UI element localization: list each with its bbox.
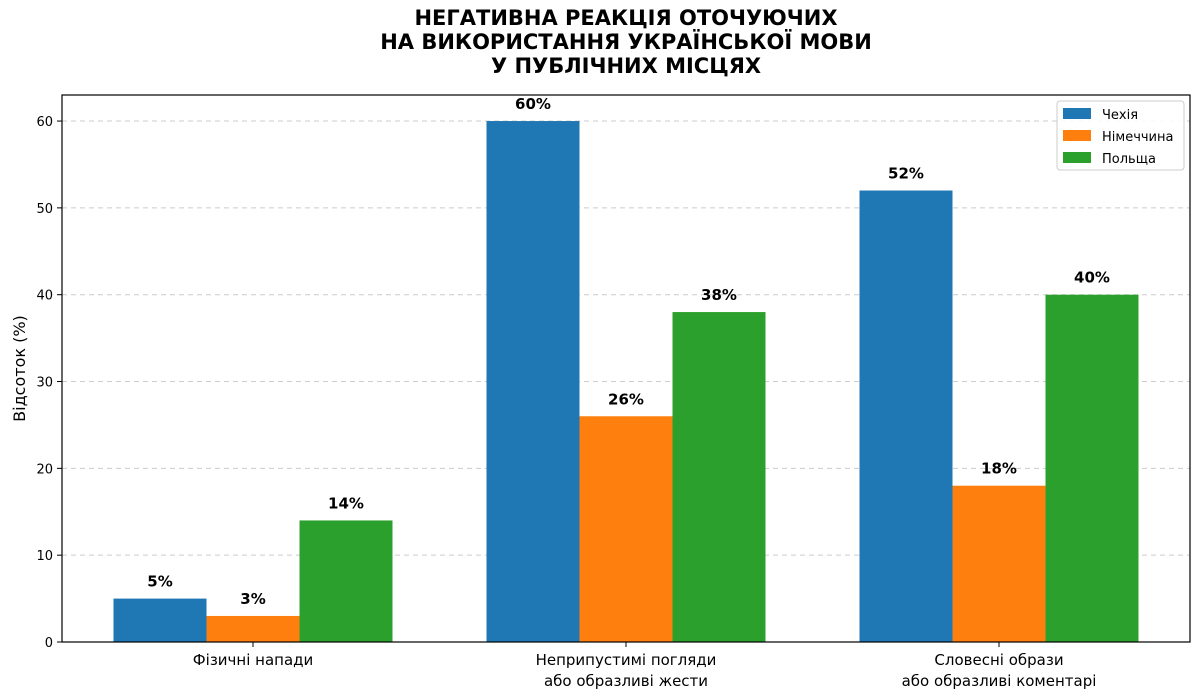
data-label: 52% bbox=[888, 165, 924, 183]
legend-swatch bbox=[1063, 130, 1091, 141]
y-tick-label: 0 bbox=[45, 636, 53, 651]
chart-title-line: НЕГАТИВНА РЕАКЦІЯ ОТОЧУЮЧИХ bbox=[414, 6, 838, 30]
y-tick-label: 60 bbox=[36, 115, 53, 130]
data-label: 5% bbox=[147, 573, 172, 591]
legend-label: Польща bbox=[1102, 152, 1156, 167]
category-label: Словесні образи bbox=[934, 651, 1063, 669]
y-tick-label: 50 bbox=[36, 202, 53, 217]
plot-frame bbox=[61, 94, 1191, 643]
category-label: або образливі жести bbox=[544, 672, 708, 690]
data-label: 3% bbox=[240, 590, 265, 608]
bar bbox=[486, 121, 580, 643]
y-axis-label: Відсоток (%) bbox=[10, 315, 29, 422]
bar bbox=[1045, 294, 1139, 642]
chart-title-line: НА ВИКОРИСТАННЯ УКРАЇНСЬКОЇ МОВИ bbox=[380, 30, 872, 54]
bar bbox=[113, 598, 207, 642]
data-label: 40% bbox=[1074, 269, 1110, 287]
category-label: Неприпустимі погляди bbox=[536, 651, 717, 669]
data-label: 38% bbox=[701, 286, 737, 304]
data-label: 14% bbox=[328, 494, 364, 512]
legend-label: Німеччина bbox=[1102, 130, 1173, 145]
legend-swatch bbox=[1063, 108, 1091, 119]
data-label: 26% bbox=[608, 390, 644, 408]
category-label: Фізичні напади bbox=[193, 651, 314, 669]
bar bbox=[206, 615, 300, 642]
chart-title: НЕГАТИВНА РЕАКЦІЯ ОТОЧУЮЧИХ НА ВИКОРИСТА… bbox=[0, 6, 1200, 78]
data-label: 60% bbox=[515, 95, 551, 113]
bar bbox=[952, 485, 1046, 642]
y-tick-label: 10 bbox=[36, 549, 53, 564]
y-tick-label: 30 bbox=[36, 376, 53, 391]
legend-swatch bbox=[1063, 152, 1091, 163]
bar bbox=[859, 190, 953, 642]
y-tick-label: 20 bbox=[36, 462, 53, 477]
data-label: 18% bbox=[981, 460, 1017, 478]
legend-label: Чехія bbox=[1102, 108, 1138, 123]
bar bbox=[299, 520, 393, 642]
bar bbox=[579, 416, 673, 642]
category-label: або образливі коментарі bbox=[902, 672, 1097, 690]
chart-title-line: У ПУБЛІЧНИХ МІСЦЯХ bbox=[490, 54, 762, 78]
bar bbox=[672, 312, 766, 642]
y-tick-label: 40 bbox=[36, 289, 53, 304]
